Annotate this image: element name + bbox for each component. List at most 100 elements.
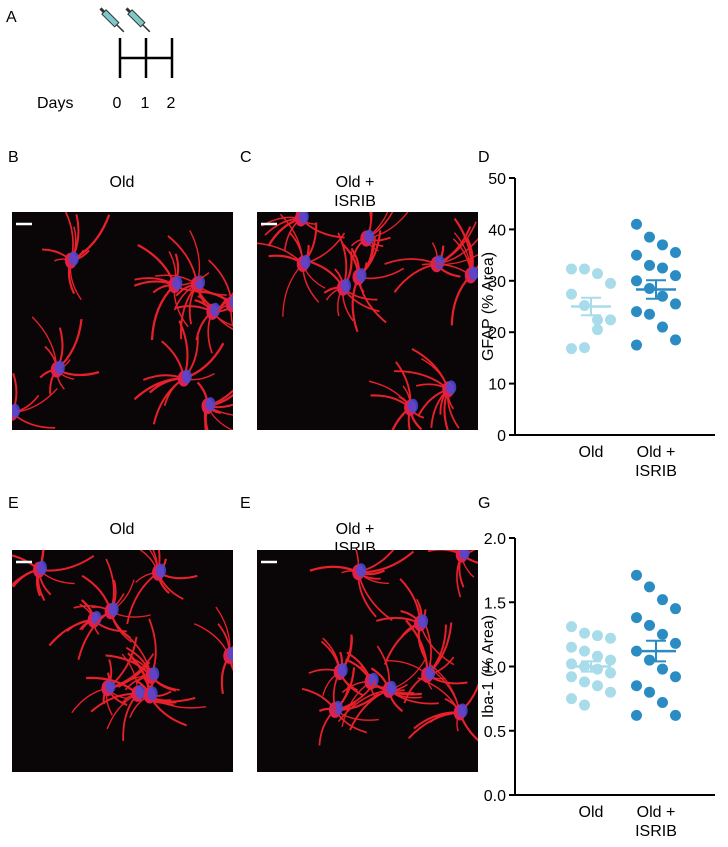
process [231, 303, 233, 306]
dot [631, 275, 642, 287]
nucleus [149, 666, 160, 681]
dot [657, 290, 668, 302]
dot [657, 628, 668, 640]
dot [670, 270, 681, 282]
dot [566, 263, 577, 275]
dot [644, 619, 655, 631]
y-tick-label: 40 [488, 222, 506, 239]
day-label: 1 [141, 95, 150, 112]
nucleus [356, 268, 367, 283]
nucleus [386, 680, 397, 695]
micrograph-bg [257, 212, 478, 430]
nucleus [105, 679, 116, 694]
nucleus [418, 614, 429, 629]
day-label: 2 [167, 95, 176, 112]
day-label: 0 [113, 95, 122, 112]
dot [670, 637, 681, 649]
process [228, 655, 233, 672]
image-title: Old + ISRIB [334, 174, 376, 210]
nucleus [434, 255, 445, 270]
dot [592, 663, 603, 675]
process [231, 301, 233, 305]
dot [644, 686, 655, 698]
dot [605, 686, 616, 698]
dot [566, 641, 577, 653]
dot [670, 709, 681, 721]
dot [657, 594, 668, 606]
dot [644, 259, 655, 271]
dot [566, 621, 577, 633]
nucleus [68, 251, 79, 266]
nucleus [135, 684, 146, 699]
x-tick-label: Old [579, 444, 604, 461]
dot [631, 680, 642, 692]
error-bar [646, 279, 666, 300]
nucleus [300, 254, 311, 269]
panel-label: D [478, 149, 490, 166]
dot [670, 298, 681, 310]
syringe-icon [125, 7, 151, 33]
dot [631, 218, 642, 230]
process [230, 303, 233, 308]
y-tick-label: 1.0 [484, 660, 506, 677]
process [228, 655, 233, 664]
dot [566, 288, 577, 300]
micrograph [257, 550, 478, 772]
dot [566, 693, 577, 705]
image-title: Old [110, 174, 135, 191]
dot [657, 239, 668, 251]
dot [657, 696, 668, 708]
dot [657, 321, 668, 333]
dot [631, 249, 642, 261]
micrograph-content [257, 212, 478, 430]
x-tick-label: Old + ISRIB [635, 444, 677, 480]
process [12, 412, 13, 415]
nucleus [181, 369, 192, 384]
y-tick-label: 10 [488, 377, 506, 394]
dot [657, 663, 668, 675]
process [299, 212, 306, 219]
y-tick-label: 0.0 [484, 788, 506, 805]
dot [579, 263, 590, 275]
dot [644, 231, 655, 243]
dot [592, 650, 603, 662]
nucleus [459, 550, 470, 560]
panel-label: A [6, 9, 17, 26]
dot [579, 342, 590, 354]
dot [592, 630, 603, 642]
nucleus [172, 276, 183, 291]
dot [605, 277, 616, 289]
dot [566, 658, 577, 670]
process [12, 412, 13, 414]
dot [631, 306, 642, 318]
nucleus [468, 266, 478, 281]
image-title: Old [110, 521, 135, 538]
panel-label: C [240, 149, 252, 166]
micrograph [12, 212, 233, 430]
error-bar [581, 660, 601, 673]
x-tick-label: Old [579, 804, 604, 821]
dot [657, 262, 668, 274]
dot [644, 654, 655, 666]
axis-label: Days [37, 95, 73, 112]
dot [566, 343, 577, 355]
dot [579, 676, 590, 688]
y-tick-label: 50 [488, 171, 506, 188]
dot [644, 581, 655, 593]
dot [605, 667, 616, 679]
dot [631, 612, 642, 624]
y-tick-label: 30 [488, 274, 506, 291]
process [12, 411, 13, 413]
y-tick-label: 1.5 [484, 595, 506, 612]
micrograph-bg [257, 550, 478, 772]
y-tick-label: 0.5 [484, 724, 506, 741]
micrograph [257, 212, 478, 430]
dot [579, 627, 590, 639]
y-tick-label: 2.0 [484, 531, 506, 548]
nucleus [341, 278, 352, 293]
error-bar [581, 296, 601, 317]
dot [670, 671, 681, 683]
error-bar [646, 639, 666, 663]
timeline [118, 38, 174, 78]
